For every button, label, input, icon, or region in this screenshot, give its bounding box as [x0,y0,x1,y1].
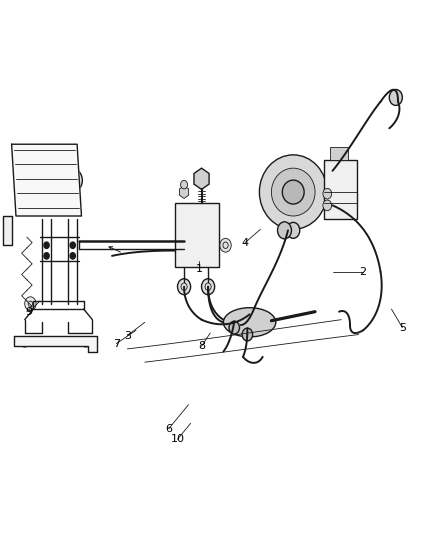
Circle shape [220,238,231,252]
Circle shape [25,297,36,311]
Circle shape [242,328,253,341]
Circle shape [323,188,332,199]
Ellipse shape [283,180,304,204]
Text: 7: 7 [113,338,120,349]
Bar [175,203,219,266]
Text: 8: 8 [198,341,205,351]
Text: 9: 9 [25,306,33,317]
Text: 10: 10 [170,434,184,445]
Ellipse shape [37,174,61,186]
Text: 5: 5 [399,322,406,333]
Ellipse shape [223,308,276,337]
Circle shape [70,253,75,259]
Circle shape [177,279,191,295]
Circle shape [70,242,75,248]
Circle shape [201,279,215,295]
Polygon shape [14,336,97,352]
Text: 4: 4 [242,238,249,247]
Circle shape [44,253,49,259]
Polygon shape [12,144,81,216]
Circle shape [278,222,291,239]
Bar [330,147,348,160]
Circle shape [44,242,49,248]
Polygon shape [3,216,12,245]
Circle shape [63,168,82,192]
Circle shape [20,337,29,348]
Circle shape [81,337,90,348]
Text: 2: 2 [360,267,367,277]
Circle shape [389,90,403,106]
Ellipse shape [272,168,315,216]
Text: 1: 1 [196,264,203,274]
Circle shape [287,222,300,238]
Text: 6: 6 [165,424,172,434]
Circle shape [323,200,332,211]
Ellipse shape [259,155,327,229]
Text: 3: 3 [124,330,131,341]
Circle shape [229,321,240,334]
Circle shape [180,180,187,189]
Bar [324,160,357,219]
